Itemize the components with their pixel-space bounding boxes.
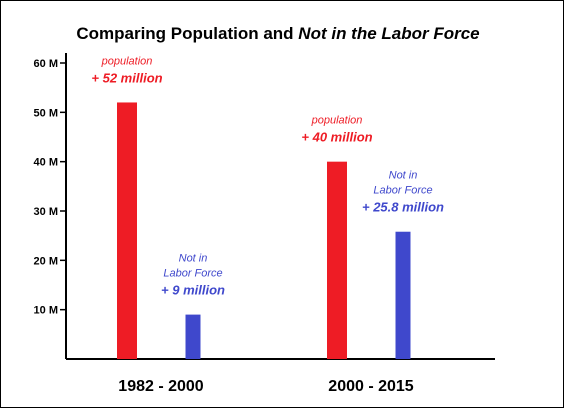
annotation-value-label: + 40 million [301, 130, 372, 145]
annotation-label: Labor Force [163, 268, 222, 280]
y-tick-label: 30 M [34, 206, 58, 218]
y-tick-label: 50 M [34, 107, 58, 119]
bar-series-1-1982-2000 [185, 314, 201, 359]
bar-series-0-1982-2000 [117, 102, 137, 359]
annotation-value-label: + 52 million [91, 70, 162, 85]
annotation-label: Labor Force [373, 185, 432, 197]
chart-title-part: Not in the Labor Force [298, 24, 479, 43]
y-tick-label: 20 M [34, 255, 58, 267]
y-tick-label: 40 M [34, 157, 58, 169]
annotation-label: Not in [389, 170, 418, 182]
y-tick-label: 60 M [34, 58, 58, 70]
y-axis: 10 M 20 M 30 M 40 M 50 M 60 M [34, 53, 67, 359]
x-category-label: 1982 - 2000 [118, 378, 204, 395]
y-tick-label: 10 M [34, 305, 58, 317]
annotation-label: population [101, 55, 153, 67]
annotations: population + 52 million population + 40 mil… [91, 55, 444, 297]
bar-series-0-2000-2015 [327, 161, 347, 359]
x-category-label: 2000 - 2015 [328, 378, 414, 395]
annotation-label: Not in [179, 253, 208, 265]
annotation-value-label: + 9 million [161, 283, 225, 298]
chart-title: Comparing Population and Not in the Labo… [76, 24, 479, 43]
x-axis: 1982 - 2000 2000 - 2015 [66, 358, 495, 395]
bars [117, 102, 411, 359]
chart-title-part: Comparing Population and [76, 24, 298, 43]
annotation-value-label: + 25.8 million [362, 200, 444, 215]
annotation-label: population [311, 115, 363, 127]
bar-series-1-2000-2015 [395, 231, 411, 359]
